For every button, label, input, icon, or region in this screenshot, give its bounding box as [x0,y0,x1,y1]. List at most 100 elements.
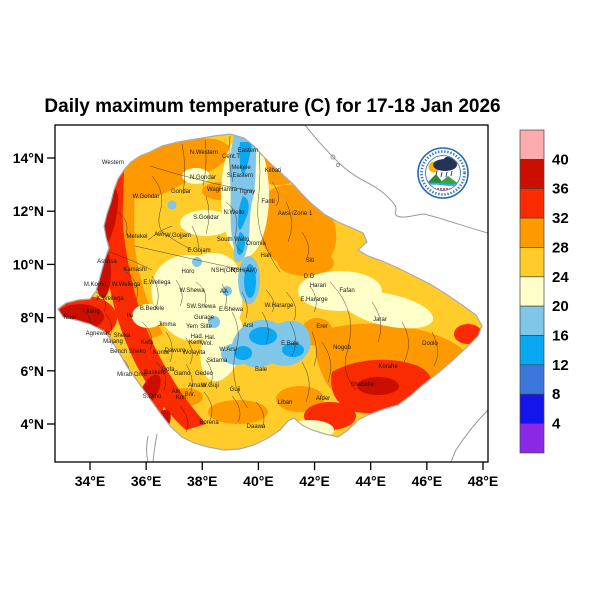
y-tick-label: 4°N [21,416,45,432]
colorbar-cell [519,335,545,366]
colorbar-cell [519,247,545,278]
colorbar-cell [519,393,545,424]
temperature-region [276,386,324,412]
temperature-region [244,264,256,298]
region-label: Wolayita [183,350,207,356]
region-label: E.Hararge [300,297,328,303]
red-sea-coastline [304,124,489,234]
region-label: Gondar [171,189,191,195]
y-tick-label: 14°N [13,150,44,166]
ethiopia-boundary [57,133,483,451]
region-label: E.Wellega [143,280,171,286]
temperature-region [182,168,210,184]
region-label: N.Western [190,150,218,156]
region-label: E.Bale [281,341,299,347]
somalia-coastline [450,409,489,463]
island [336,163,340,167]
met-institute-logo [417,147,469,199]
region-label: Gofa [161,367,175,373]
x-tick-label: 40°E [243,473,274,489]
temperature-region [167,200,177,210]
x-tick-label: 46°E [412,473,443,489]
region-label: WagHamra [207,187,238,193]
colorbar-label: 16 [552,328,569,345]
region-label: Assosa [97,259,117,265]
region-label: E.Shewa [219,307,244,313]
colorbar-cell [519,129,545,160]
region-label: Basketo [144,370,166,376]
logo-arc-text [420,150,466,196]
region-label: Guji [230,387,241,393]
region-label: Majang [103,339,123,345]
region-label: Sheka [113,333,131,339]
region-label: Oromia [246,241,266,247]
x-tick-label: 36°E [131,473,162,489]
region-label: Harari [310,283,326,289]
region-label: Fanti [261,199,274,205]
region-label: W.Arsi [219,347,236,353]
region-label: Horo [181,269,195,275]
region-label: Bur. [185,392,196,398]
temperature-region [278,250,334,276]
temperature-region [239,142,252,176]
colorbar-cell [519,217,545,248]
plot-frame [54,124,489,463]
x-tick-label: 38°E [187,473,218,489]
region-label: Jarar [373,317,387,323]
colorbar-label: 32 [552,210,569,227]
temperature-region [208,400,268,424]
colorbar-label: 12 [552,357,569,374]
region-label: Cent.T [222,154,240,160]
temperature-region [192,257,202,267]
region-label: E.Gojam [187,248,210,254]
region-label: Erer [316,324,327,330]
region-label: Kefa [141,340,154,346]
temperature-region [180,210,232,236]
region-label: Konta [153,350,169,356]
temperature-region [238,196,249,230]
region-label: SW.Shewa [186,304,216,310]
colorbar-cell [519,188,545,219]
region-label: Sidama [207,358,228,364]
region-label: Afder [316,396,330,402]
region-label: W.Gondar [132,194,159,200]
region-label: Fafan [339,288,354,294]
page-title: Daily maximum temperature (C) for 17-18 … [44,96,501,117]
temperature-region [282,343,304,357]
region-label: Kamashi [123,267,146,273]
region-label: Jimma [158,322,176,328]
lake-turkana-outline [146,433,158,463]
island [330,154,336,160]
region-label: Daawa [247,424,266,430]
region-label: Nogob [333,345,351,351]
region-label: Ale [172,389,181,395]
region-label: Gedeo [195,371,214,377]
region-label: N.Wello [224,210,246,216]
temperature-region [234,346,252,360]
y-axis: 14°N 12°N 10°N 8°N 6°N 4°N [13,150,55,432]
region-label: Silte [200,324,212,330]
region-label: Awsi /Zone 1 [278,211,313,217]
y-tick-label: 12°N [13,203,44,219]
band-12-16 [234,142,304,360]
temperature-region [342,291,434,329]
region-label: S.Gondar [193,215,219,221]
region-label: Eastern [238,148,259,154]
region-label: Itang [86,309,99,315]
y-tick-label: 10°N [13,256,44,272]
region-label: W.Shewa [179,288,205,294]
colorbar-cell [519,364,545,395]
colorbar-label: 24 [552,269,569,286]
region-label: Siti [306,258,314,264]
region-label: W.Hararge [265,303,294,309]
temperature-region [208,316,220,328]
region-label: Wol. [201,341,213,347]
colorbar-label: 28 [552,239,569,256]
region-label: Awi [154,232,164,238]
region-label: Bale [255,367,268,373]
region-label: N.Gondar [190,175,216,181]
region-label: Kem. [189,340,203,346]
region-label: Amaro [188,383,206,389]
